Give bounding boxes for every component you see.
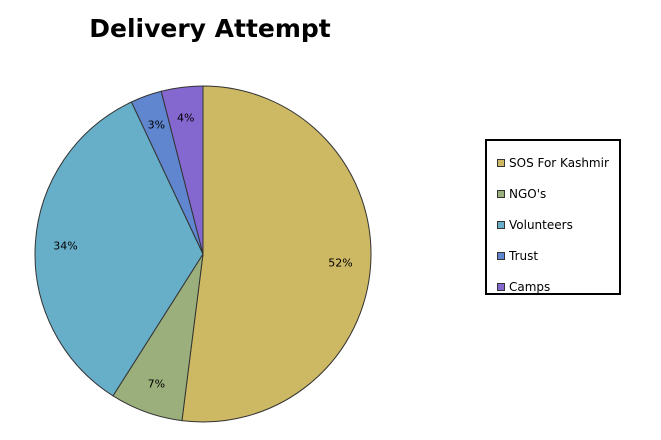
legend-swatch-1 [497, 189, 505, 198]
pie-slice-2 [34, 101, 204, 397]
legend-swatch-3 [497, 251, 505, 260]
legend-swatch-4 [497, 282, 505, 291]
legend-label-4: Camps [509, 279, 551, 294]
legend-swatch-2 [497, 220, 505, 229]
pie-slice-4 [160, 85, 204, 255]
legend-label-2: Volunteers [509, 217, 573, 232]
data-label-4: 4% [177, 111, 194, 124]
legend-item-1: NGO's [497, 178, 619, 209]
data-label-2: 34% [53, 239, 77, 252]
legend-item-2: Volunteers [497, 209, 619, 240]
legend-label-3: Trust [509, 248, 539, 263]
data-label-1: 7% [148, 378, 165, 391]
legend-label-1: NGO's [509, 186, 547, 201]
legend-item-0: SOS For Kashmir [497, 147, 619, 178]
legend-swatch-0 [497, 158, 505, 167]
pie-slice-0 [181, 85, 372, 423]
chart-title: Delivery Attempt [89, 14, 331, 43]
data-label-3: 3% [148, 118, 165, 131]
chart-legend: SOS For Kashmir NGO's Volunteers Trust Camps [485, 139, 621, 295]
data-label-0: 52% [328, 257, 352, 270]
legend-item-4: Camps [497, 271, 619, 302]
legend-label-0: SOS For Kashmir [509, 155, 609, 170]
legend-item-3: Trust [497, 240, 619, 271]
